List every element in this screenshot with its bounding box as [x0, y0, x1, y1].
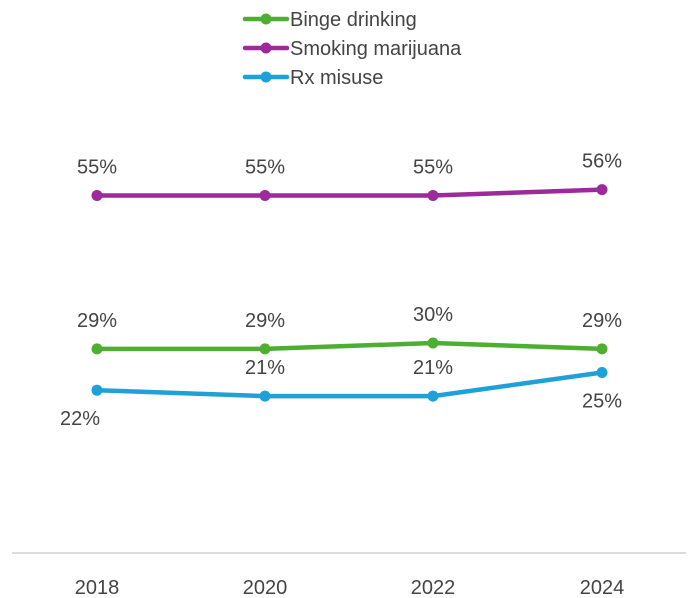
data-point-smoking-marijuana-2020	[259, 190, 271, 201]
data-label: 21%	[245, 357, 285, 379]
x-tick-label-2018: 2018	[75, 577, 120, 598]
data-label: 29%	[77, 310, 117, 332]
data-label: 29%	[245, 310, 285, 332]
data-point-rx-misuse-2018	[91, 384, 103, 396]
x-tick-label-2024: 2024	[580, 577, 625, 598]
data-label: 56%	[582, 151, 622, 173]
legend-label: Rx misuse	[290, 67, 383, 89]
series-binge-drinking: 29% 29% 30% 29%	[77, 304, 622, 355]
series-smoking-marijuana: 55% 55% 55% 56%	[77, 151, 622, 201]
series-line-rx-misuse	[94, 370, 605, 399]
data-point-smoking-marijuana-2018	[91, 190, 103, 201]
data-label: 55%	[413, 157, 453, 179]
legend-swatch-marker	[260, 42, 272, 54]
data-point-rx-misuse-2022	[427, 390, 439, 402]
data-label: 22%	[60, 408, 100, 430]
legend-swatch-marker	[260, 71, 272, 83]
legend-label: Smoking marijuana	[290, 38, 462, 60]
data-label: 25%	[582, 391, 622, 413]
data-point-binge-drinking-2024	[596, 343, 608, 355]
data-point-smoking-marijuana-2024	[596, 184, 608, 196]
data-point-rx-misuse-2020	[259, 390, 271, 402]
legend-item-binge-drinking: Binge drinking	[242, 9, 417, 31]
legend-item-rx-misuse: Rx misuse	[242, 67, 383, 89]
legend: Binge drinking Smoking marijuana Rx misuse	[242, 9, 462, 89]
legend-swatch-marker	[260, 13, 272, 25]
data-label: 55%	[245, 157, 285, 179]
legend-item-smoking-marijuana: Smoking marijuana	[242, 38, 462, 60]
data-point-binge-drinking-2020	[259, 343, 271, 355]
data-label: 55%	[77, 157, 117, 179]
x-tick-label-2020: 2020	[243, 577, 288, 598]
data-label: 21%	[413, 357, 453, 379]
legend-label: Binge drinking	[290, 9, 417, 31]
data-point-binge-drinking-2018	[91, 343, 103, 355]
data-label: 30%	[413, 304, 453, 326]
series-line-smoking-marijuana	[94, 187, 605, 198]
plot-area: 29% 29% 30% 29% 55% 55% 55% 56% 22% 21% 21% 25%	[60, 151, 622, 431]
x-axis-ticks: 2018 2020 2022 2024	[75, 577, 625, 598]
data-point-smoking-marijuana-2022	[427, 190, 439, 201]
x-tick-label-2022: 2022	[411, 577, 456, 598]
series-line-binge-drinking	[94, 340, 605, 352]
data-point-binge-drinking-2022	[427, 337, 439, 349]
data-label: 29%	[582, 310, 622, 332]
series-rx-misuse: 22% 21% 21% 25%	[60, 357, 622, 430]
data-point-rx-misuse-2024	[596, 367, 608, 378]
